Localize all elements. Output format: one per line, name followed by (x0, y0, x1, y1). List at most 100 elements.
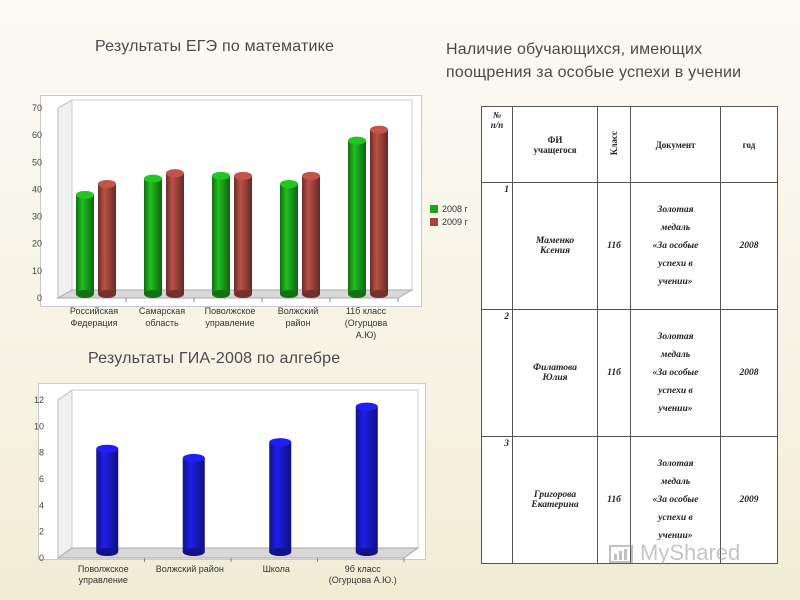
y-tick-label: 4 (39, 500, 44, 510)
row-doc: Золотая медаль «За особые успехи в учени… (630, 309, 721, 437)
row-name-line1: Маменко (535, 236, 575, 246)
x-tick-label: Федерация (71, 318, 118, 328)
row-doc-line2: медаль (660, 223, 691, 233)
bar (182, 453, 205, 556)
y-tick-label: 0 (39, 553, 44, 563)
bar-2009 (370, 125, 388, 298)
bar-2008 (280, 180, 298, 298)
legend-item-2009: 2009 г (430, 215, 468, 228)
row-doc-line5: учении» (658, 277, 693, 287)
x-tick-label: 9б класс (345, 564, 381, 574)
x-tick-label: район (285, 318, 310, 328)
table-row: 3 Григорова Екатерина 11б Золотая медаль… (481, 436, 778, 564)
row-doc-line1: Золотая (657, 459, 694, 469)
row-class: 11б (597, 182, 631, 310)
row-doc-line5: учении» (658, 531, 693, 541)
header-name: ФИ учащегося (512, 106, 598, 183)
legend-swatch-2009 (430, 217, 438, 226)
header-doc: Документ (630, 106, 721, 183)
row-doc-line2: медаль (660, 350, 691, 360)
header-num-line1: № (492, 110, 502, 120)
bar-2008 (212, 171, 230, 298)
header-year-label: год (742, 139, 756, 150)
bar-2008 (76, 190, 94, 298)
awards-table: № п/п ФИ учащегося Класс Документ год 1 … (481, 106, 778, 564)
y-tick-label: 60 (32, 130, 42, 140)
row-name: Маменко Ксения (512, 182, 598, 310)
y-tick-label: 12 (34, 395, 44, 405)
table-row: 2 Филатова Юлия 11б Золотая медаль «За о… (481, 309, 778, 437)
row-num: 3 (481, 436, 513, 564)
ege-chart-legend: 2008 г 2009 г (430, 202, 468, 228)
legend-item-2008: 2008 г (430, 202, 468, 215)
row-doc-line4: успехи в (658, 513, 693, 523)
gia-chart-side-wall (57, 389, 73, 559)
y-tick-label: 2 (39, 527, 44, 537)
x-tick-label: Волжский район (156, 564, 224, 574)
row-doc-line5: учении» (658, 404, 693, 414)
y-tick-label: 70 (32, 103, 42, 113)
header-name-line2: учащегося (533, 144, 577, 155)
x-tick-label: Поволжское (78, 564, 129, 574)
y-tick-label: 40 (32, 184, 42, 194)
awards-title: Наличие обучающихся, имеющих поощрения з… (446, 38, 741, 84)
x-tick-label: Школа (263, 564, 290, 574)
bar-2009 (166, 169, 184, 298)
header-name-line1: ФИ (547, 134, 563, 145)
watermark-text: MyShared (640, 540, 741, 565)
x-tick-label: управление (79, 575, 128, 585)
bar-2008 (144, 174, 162, 298)
row-year: 2008 (720, 309, 778, 437)
y-tick-label: 8 (39, 448, 44, 458)
x-tick-label: А.Ю) (356, 330, 377, 340)
row-num: 2 (481, 309, 513, 437)
header-year: год (720, 106, 778, 183)
y-tick-label: 10 (32, 266, 42, 276)
bar (269, 438, 292, 556)
awards-title-line2: поощрения за особые успехи в учении (446, 64, 742, 81)
bar-2008 (348, 136, 366, 298)
x-tick-label: (Огурцова А.Ю.) (329, 575, 397, 585)
header-num-line2: п/п (490, 120, 504, 130)
row-class: 11б (597, 309, 631, 437)
row-name-line1: Филатова (533, 363, 577, 373)
y-tick-label: 30 (32, 212, 42, 222)
bar-2009 (302, 171, 320, 298)
row-num-value: 1 (504, 185, 509, 195)
bar (355, 402, 378, 556)
row-num-value: 2 (504, 312, 509, 322)
y-tick-label: 10 (34, 421, 44, 431)
x-tick-label: Самарская (139, 306, 185, 316)
row-name-line1: Григорова (533, 490, 577, 500)
gia-chart-title: Результаты ГИА-2008 по алгебре (88, 350, 341, 367)
legend-swatch-2008 (430, 204, 438, 213)
row-num-value: 3 (504, 439, 509, 449)
row-name-line2: Екатерина (531, 500, 579, 510)
x-tick-label: 11б класс (346, 306, 387, 316)
x-tick-label: Поволжское (205, 306, 256, 316)
bar (96, 444, 119, 556)
header-num: № п/п (481, 106, 513, 183)
y-tick-label: 0 (37, 293, 42, 303)
bar-2009 (98, 180, 116, 298)
row-doc: Золотая медаль «За особые успехи в учени… (630, 436, 721, 564)
ege-chart-title: Результаты ЕГЭ по математике (95, 38, 335, 55)
row-num: 1 (481, 182, 513, 310)
row-doc-line1: Золотая (657, 205, 694, 215)
awards-title-line1: Наличие обучающихся, имеющих (446, 41, 703, 58)
header-class-label: Класс (609, 131, 619, 156)
row-year: 2008 (720, 182, 778, 310)
legend-label-2008: 2008 г (442, 203, 468, 214)
y-tick-label: 50 (32, 157, 42, 167)
y-tick-label: 6 (39, 474, 44, 484)
row-name-line2: Ксения (540, 246, 570, 256)
table-row: 1 Маменко Ксения 11б Золотая медаль «За … (481, 182, 778, 310)
bar-2009 (234, 171, 252, 298)
x-tick-label: Российская (70, 306, 118, 316)
row-doc-line1: Золотая (657, 332, 694, 342)
x-tick-label: область (145, 318, 179, 328)
row-doc-line2: медаль (660, 477, 691, 487)
header-class: Класс (597, 106, 631, 183)
